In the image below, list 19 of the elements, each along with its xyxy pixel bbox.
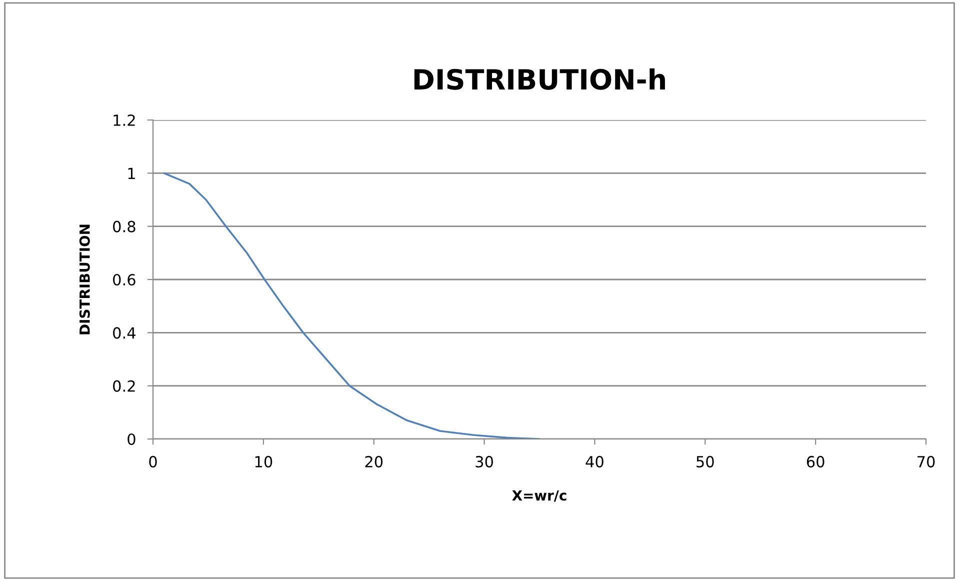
chart-title: DISTRIBUTION-h (414, 68, 665, 90)
x-tick-label: 20 (365, 456, 383, 468)
y-tick-label: 0.4 (113, 327, 136, 339)
x-tick-label: 10 (255, 456, 272, 468)
y-axis-title: DISTRIBUTION (79, 224, 90, 334)
x-tick-label: 60 (806, 456, 824, 468)
y-tick-label: 1.2 (114, 114, 135, 126)
x-tick-label: 70 (918, 456, 935, 468)
y-tick-label: 0 (128, 433, 136, 446)
x-tick-label: 0 (149, 456, 157, 468)
x-tick-label: 40 (586, 456, 604, 468)
y-tick-label: 1 (128, 168, 135, 179)
y-tick-label: 0.6 (113, 274, 136, 286)
x-axis-title: X=wr/c (512, 490, 566, 502)
x-tick-label: 50 (696, 456, 714, 468)
y-tick-label: 0.8 (113, 220, 136, 232)
line-series (163, 172, 540, 439)
y-tick-label: 0.2 (113, 380, 135, 392)
x-tick-label: 30 (476, 456, 493, 468)
